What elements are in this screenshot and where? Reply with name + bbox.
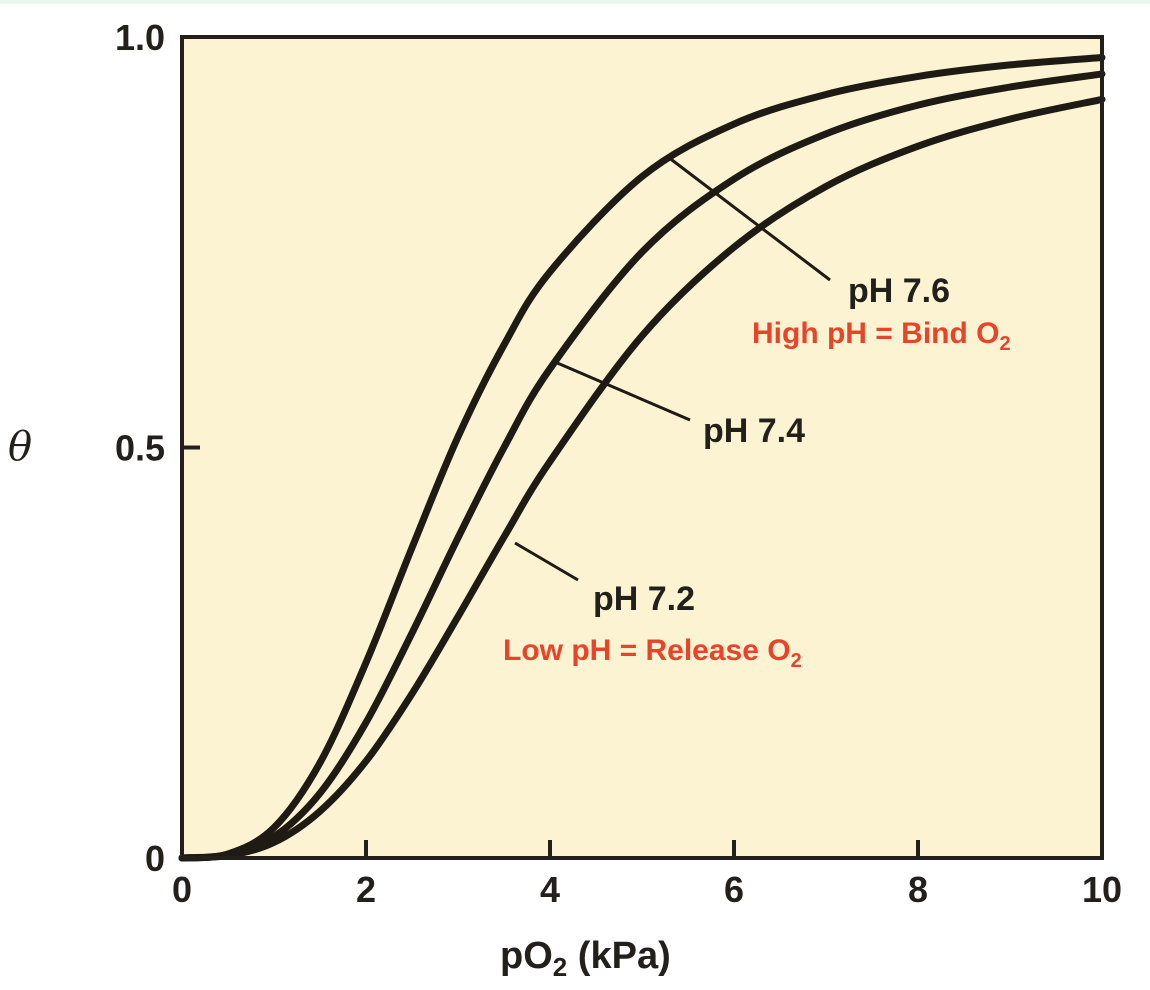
y-tick-label: 0: [145, 838, 165, 879]
x-tick-label: 10: [1082, 869, 1122, 910]
series-label-ph-7-6: pH 7.6: [848, 272, 950, 310]
plot-frame: [180, 35, 1104, 860]
x-tick-label: 8: [908, 869, 928, 910]
leader-ph-7-4: [554, 360, 691, 422]
plot-area: [182, 37, 1102, 858]
leader-ph-7-6: [667, 155, 831, 282]
series-label-ph-7-2: pH 7.2: [593, 580, 695, 618]
leader-ph-7-2: [514, 541, 579, 582]
curve-ph-7-6: [178, 54, 1106, 862]
annotation-low-ph: Low pH = Release O2: [503, 634, 802, 672]
annotation-high-ph: High pH = Bind O2: [752, 317, 1011, 355]
x-tick-label: 2: [356, 869, 376, 910]
x-tick-label: 4: [540, 869, 560, 910]
y-axis-label: θ: [8, 424, 32, 470]
x-axis-label: pO2 (kPa): [500, 935, 671, 982]
y-tick-label: 0.5: [115, 428, 165, 469]
series-label-ph-7-4: pH 7.4: [703, 412, 805, 450]
x-tick-label: 6: [724, 869, 744, 910]
curve-ph-7-2: [178, 95, 1106, 862]
curve-ph-7-4: [178, 70, 1106, 862]
y-tick-label: 1.0: [115, 17, 165, 58]
x-tick-label: 0: [172, 869, 192, 910]
top-border: [0, 0, 1150, 4]
